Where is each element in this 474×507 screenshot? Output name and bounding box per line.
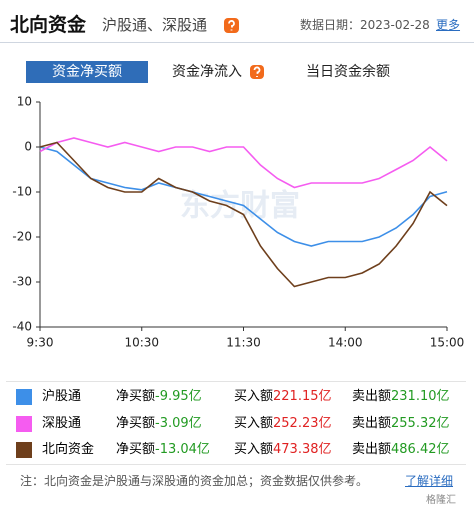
y-tick-label: -10 <box>12 185 32 199</box>
legend-row: 北向资金 净买额 -13.04亿 买入额 473.38亿 卖出额 486.42亿 <box>6 437 466 463</box>
net-value: -3.09亿 <box>155 415 202 431</box>
net-label: 净买额 <box>116 442 156 457</box>
legend-label: 深股通 <box>42 415 82 431</box>
more-link[interactable]: 更多 <box>436 18 461 32</box>
legend-label: 沪股通 <box>42 389 82 404</box>
net-label: 净买额 <box>116 415 156 431</box>
legend-table: 沪股通 净买额 -9.95亿 买入额 221.15亿 卖出额 231.10亿 深股通 净买额 -3… <box>6 381 466 465</box>
line <box>39 146 448 247</box>
data-date: 数据日期：2023-02-28 <box>300 18 430 32</box>
brand: 格隆汇 <box>426 495 456 506</box>
legend-swatch <box>16 442 32 458</box>
legend-swatch <box>16 389 32 405</box>
line <box>39 141 448 288</box>
sell-label: 卖出额 <box>352 415 392 431</box>
chart: 东方财富 100-10-20-30-409:30 10:30 11:30 14:00 1… <box>12 95 465 350</box>
legend-row: 深股通 净买额 -3.09亿 买入额 252.23亿 卖出额 255.32亿 <box>6 411 466 437</box>
sell-label: 卖出额 <box>352 442 392 457</box>
sell-value: 486.42亿 <box>391 442 450 457</box>
buy-value: 473.38亿 <box>273 442 332 457</box>
y-tick-label: 10 <box>17 95 32 109</box>
sell-value: 231.10亿 <box>391 389 450 404</box>
buy-label: 买入额 <box>234 389 274 404</box>
tab[interactable]: 当日资金余额 <box>306 64 390 80</box>
y-tick-label: 0 <box>24 140 32 154</box>
divider <box>0 42 474 43</box>
detail-link[interactable]: 了解详细 <box>405 474 454 488</box>
buy-label: 买入额 <box>234 442 274 457</box>
sell-value: 255.32亿 <box>391 415 450 431</box>
x-tick-label: 10:30 <box>124 336 159 350</box>
y-tick-label: -30 <box>12 275 32 289</box>
y-tick-label: -20 <box>12 230 32 244</box>
buy-label: 买入额 <box>234 415 274 431</box>
net-value: -9.95亿 <box>155 389 202 404</box>
x-tick-label: 14:00 <box>328 336 363 350</box>
x-tick-label: 9:30 <box>27 336 54 350</box>
note: 注：北向资金是沪股通与深股通的资金加总；资金数据仅供参考。 <box>20 474 369 488</box>
line <box>39 137 448 189</box>
y-tick-label: -40 <box>12 320 32 334</box>
net-value: -13.04亿 <box>155 442 210 457</box>
sell-label: 卖出额 <box>352 389 392 404</box>
tab[interactable]: 资金净流入 <box>172 64 242 80</box>
x-tick-label: 15:00 <box>430 336 465 350</box>
legend-swatch <box>16 415 32 432</box>
help-icon[interactable] <box>250 65 264 79</box>
legend-row: 沪股通 净买额 -9.95亿 买入额 221.15亿 卖出额 231.10亿 <box>6 384 466 410</box>
buy-value: 221.15亿 <box>273 389 332 404</box>
help-icon[interactable] <box>224 18 239 33</box>
buy-value: 252.23亿 <box>273 415 332 431</box>
tab[interactable]: 资金净买额 <box>26 61 148 83</box>
title: 北向资金 <box>10 14 87 36</box>
subtitle: 沪股通、深股通 <box>102 16 208 34</box>
x-tick-label: 11:30 <box>226 336 261 350</box>
net-label: 净买额 <box>116 389 156 404</box>
legend-label: 北向资金 <box>42 442 95 457</box>
